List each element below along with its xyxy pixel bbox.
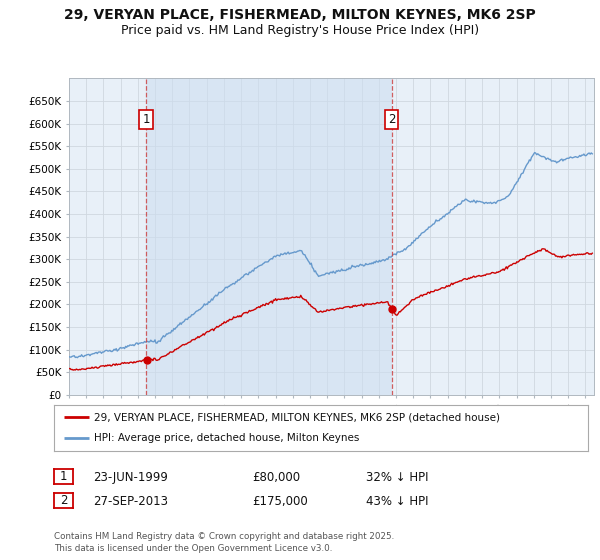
Text: 2: 2 bbox=[388, 113, 395, 125]
Text: 23-JUN-1999: 23-JUN-1999 bbox=[93, 470, 168, 484]
Text: 43% ↓ HPI: 43% ↓ HPI bbox=[366, 494, 428, 508]
Bar bbox=[146, 78, 392, 395]
Text: 1: 1 bbox=[142, 113, 150, 125]
Text: 27-SEP-2013: 27-SEP-2013 bbox=[93, 494, 168, 508]
Text: 29, VERYAN PLACE, FISHERMEAD, MILTON KEYNES, MK6 2SP: 29, VERYAN PLACE, FISHERMEAD, MILTON KEY… bbox=[64, 8, 536, 22]
Text: 32% ↓ HPI: 32% ↓ HPI bbox=[366, 470, 428, 484]
Text: £175,000: £175,000 bbox=[252, 494, 308, 508]
Text: 2: 2 bbox=[60, 494, 67, 507]
Text: 29, VERYAN PLACE, FISHERMEAD, MILTON KEYNES, MK6 2SP (detached house): 29, VERYAN PLACE, FISHERMEAD, MILTON KEY… bbox=[94, 412, 500, 422]
Text: 1: 1 bbox=[60, 470, 67, 483]
Text: Price paid vs. HM Land Registry's House Price Index (HPI): Price paid vs. HM Land Registry's House … bbox=[121, 24, 479, 36]
Text: £80,000: £80,000 bbox=[252, 470, 300, 484]
Text: Contains HM Land Registry data © Crown copyright and database right 2025.
This d: Contains HM Land Registry data © Crown c… bbox=[54, 533, 394, 553]
Text: HPI: Average price, detached house, Milton Keynes: HPI: Average price, detached house, Milt… bbox=[94, 433, 359, 444]
